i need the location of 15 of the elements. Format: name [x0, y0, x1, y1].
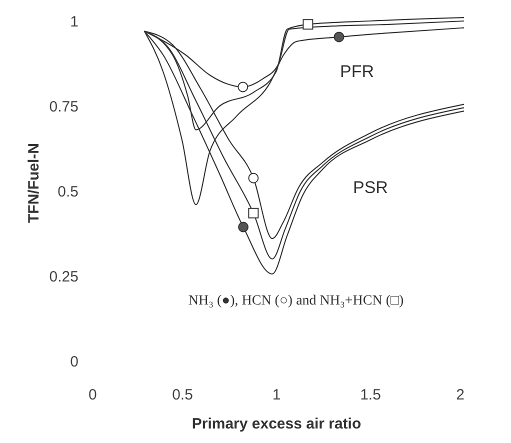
- x-tick-label: 0: [88, 386, 97, 404]
- y-tick-label: 1: [70, 14, 78, 30]
- y-tick-label: 0.25: [49, 268, 78, 286]
- y-tick-label: 0: [70, 354, 78, 370]
- x-axis-title: Primary excess air ratio: [192, 416, 362, 432]
- y-tick-label: 0.75: [49, 98, 78, 116]
- x-tick-label: 1: [272, 386, 281, 404]
- annotation: PFR: [340, 62, 374, 81]
- x-tick-label: 1.5: [360, 386, 381, 404]
- annotation: NH₃ (●), HCN (○) and NH₃+HCN (□): [188, 293, 404, 308]
- annotation: PSR: [353, 178, 388, 197]
- x-tick-label: 2: [456, 386, 464, 404]
- x-tick-label: 0.5: [172, 386, 193, 404]
- y-tick-label: 0.5: [58, 184, 78, 200]
- y-axis-title: TFN/Fuel-N: [25, 143, 42, 223]
